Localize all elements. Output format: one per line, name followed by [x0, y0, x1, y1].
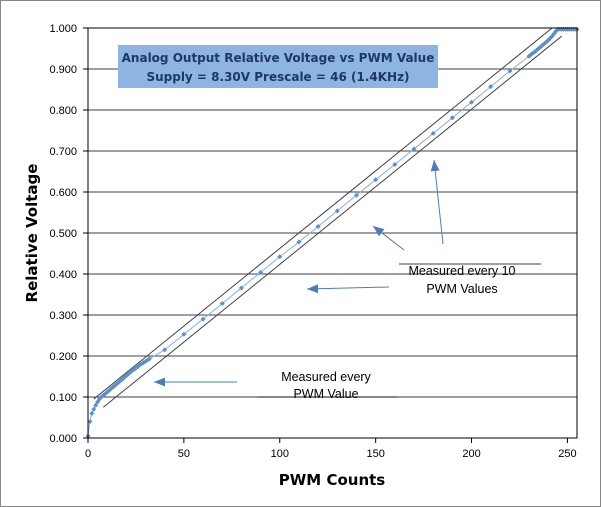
annotation-layer: Measured every PWM Value Measured every … [154, 159, 541, 401]
data-point-s1 [392, 162, 398, 168]
x-tick-label: 150 [366, 448, 384, 460]
annotation-every-10-line2: PWM Values [426, 282, 497, 296]
data-point-s1 [219, 301, 225, 307]
envelope-line-upper-bound [93, 27, 553, 400]
chart-title-line1: Analog Output Relative Voltage vs PWM Va… [122, 51, 435, 65]
chart-title-line2: Supply = 8.30V Prescale = 46 (1.4KHz) [146, 70, 409, 84]
y-tick-label: 1.000 [49, 23, 77, 35]
data-point-s0 [146, 356, 152, 362]
data-point-s0 [87, 419, 93, 425]
y-axis-title: Relative Voltage [23, 164, 41, 303]
y-tick-label: 0.200 [49, 351, 77, 363]
data-point-s2 [551, 31, 557, 37]
data-point-s0 [89, 410, 95, 416]
data-point-s1 [277, 254, 283, 260]
data-point-s1 [258, 269, 264, 275]
data-point-s1 [334, 208, 340, 214]
y-tick-label: 0.700 [49, 146, 77, 158]
arrow-every-10-up-shaft [433, 159, 444, 245]
data-point-s0 [93, 402, 99, 408]
annotation-every-10-line1: Measured every 10 [408, 264, 515, 278]
x-tick-label: 100 [271, 448, 289, 460]
data-point-s0 [91, 406, 97, 412]
data-point-s1 [373, 177, 379, 183]
annotation-every-pwm-line2: PWM Value [293, 387, 358, 401]
y-tick-label: 0.400 [49, 269, 77, 281]
y-tick-label: 0.000 [49, 433, 77, 445]
x-axis-title: PWM Counts [279, 471, 386, 489]
arrow-every-10-up-head [430, 160, 440, 172]
chart-title-box [118, 45, 438, 88]
arrow-every-10-left-shaft [306, 286, 390, 290]
data-point-s1 [181, 331, 187, 337]
x-tick-label: 0 [85, 448, 91, 460]
envelope-layer [93, 27, 562, 408]
series-layer [85, 26, 580, 439]
data-point-s1 [200, 316, 206, 322]
x-tick-label: 200 [462, 448, 480, 460]
data-point-s1 [315, 223, 321, 229]
x-tick-label: 250 [558, 448, 576, 460]
arrow-every-pwm-head [154, 377, 165, 387]
data-point-s1 [449, 115, 455, 121]
data-point-s1 [162, 347, 168, 353]
arrow-every-10-mid-head [373, 226, 385, 237]
envelope-line-lower-bound [103, 35, 562, 408]
y-tick-label: 0.500 [49, 228, 77, 240]
data-point-s1 [238, 285, 244, 291]
data-point-s1 [296, 239, 302, 245]
y-tick-label: 0.100 [49, 392, 77, 404]
y-tick-label: 0.800 [49, 105, 77, 117]
y-tick-label: 0.900 [49, 64, 77, 76]
data-point-s1 [507, 68, 513, 74]
arrow-every-10-left-head [307, 284, 319, 294]
data-point-s1 [353, 192, 359, 198]
data-point-s1 [488, 84, 494, 90]
y-tick-label: 0.600 [49, 187, 77, 199]
x-tick-label: 50 [178, 448, 190, 460]
data-point-s1 [430, 130, 436, 136]
data-point-s1 [411, 146, 417, 152]
data-point-s1 [469, 99, 475, 105]
annotation-every-pwm-line1: Measured every [281, 370, 371, 384]
axis-layer: 0.000 0.100 0.200 0.300 0.400 0.500 0.600 0.700… [49, 23, 578, 460]
y-tick-label: 0.300 [49, 310, 77, 322]
plot-area-border [87, 27, 578, 439]
chart-title: Analog Output Relative Voltage vs PWM Va… [118, 45, 438, 88]
